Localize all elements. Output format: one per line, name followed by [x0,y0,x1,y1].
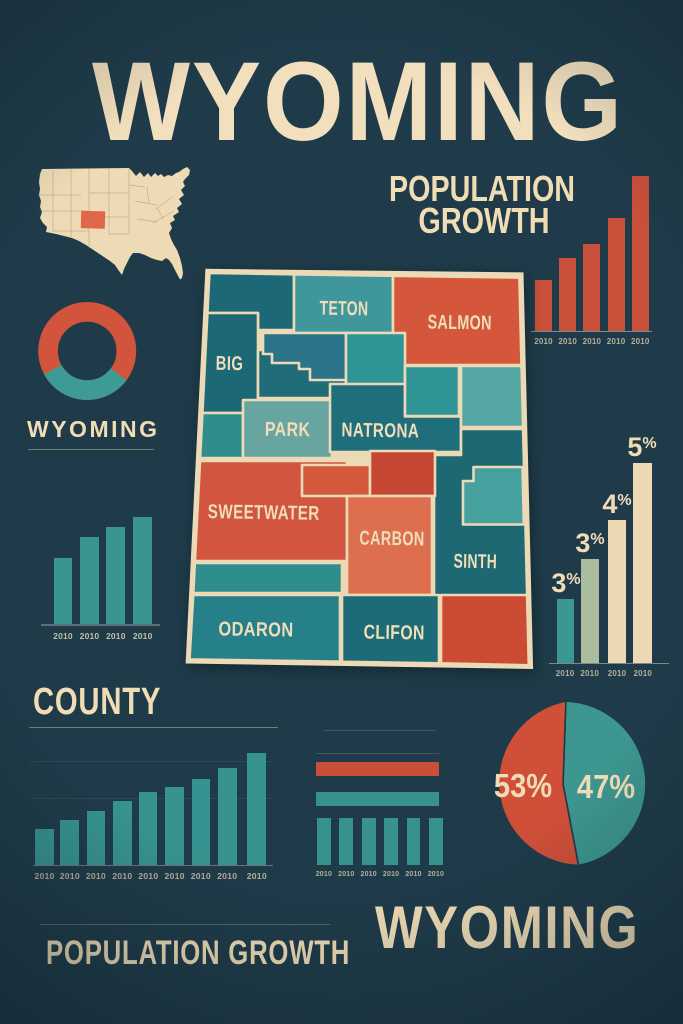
svg-text:CLIFON: CLIFON [363,622,425,645]
svg-text:PARK: PARK [265,419,311,442]
svg-text:SINTH: SINTH [453,551,497,574]
svg-text:SWEETWATER: SWEETWATER [208,501,320,525]
svg-text:TETON: TETON [319,298,368,321]
svg-text:ODARON: ODARON [218,618,293,641]
svg-text:CARBON: CARBON [359,527,425,550]
svg-text:BIG: BIG [216,353,244,375]
svg-text:SALMON: SALMON [427,311,492,334]
svg-text:NATRONA: NATRONA [341,419,419,442]
